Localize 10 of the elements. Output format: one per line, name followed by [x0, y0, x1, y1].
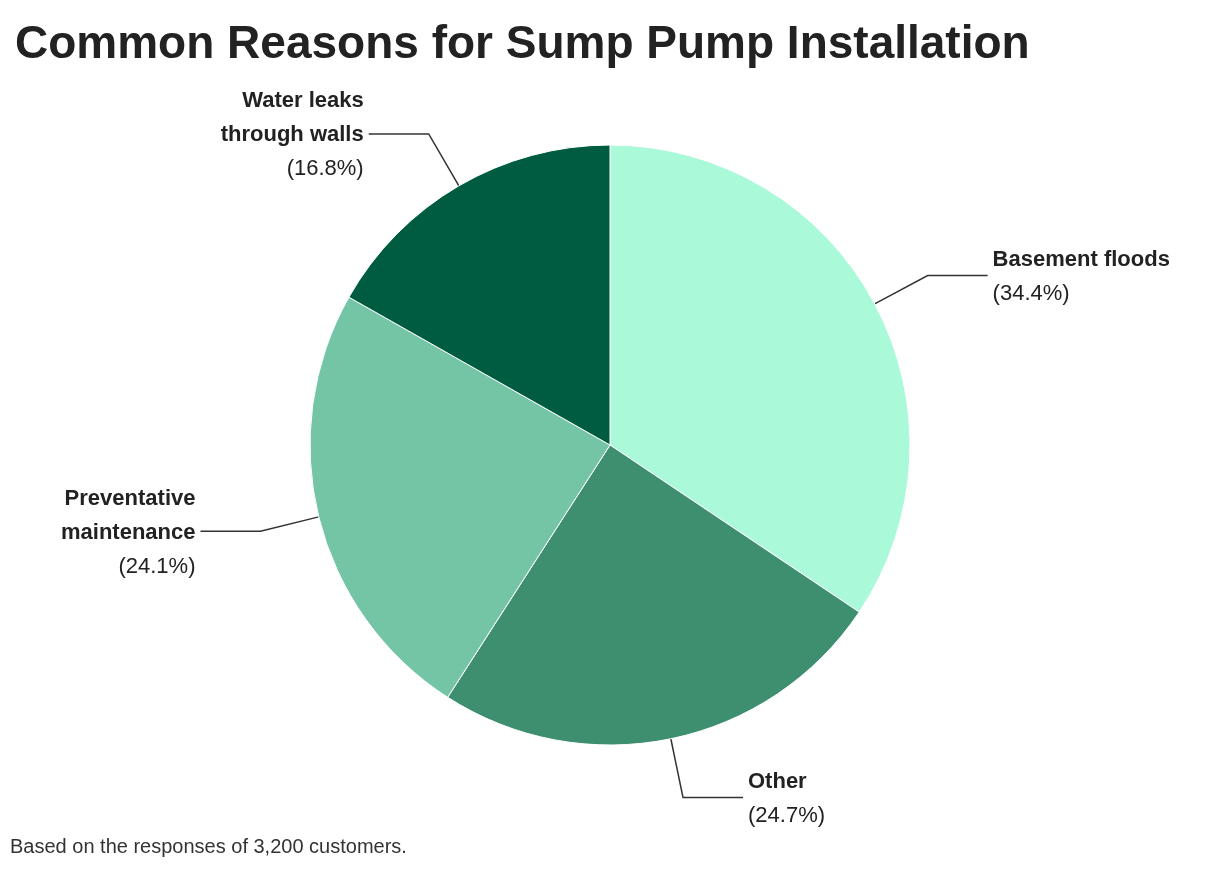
- data-label: (34.4%): [992, 280, 1070, 306]
- slice-label: Preventative maintenance: [60, 484, 196, 544]
- slice-label: Other: [748, 768, 808, 794]
- text: Based on the responses of 3,200 customers.: [10, 835, 407, 857]
- slice-label: Basement floods: [992, 246, 1170, 272]
- slice-label: Water leaks through walls: [220, 87, 364, 147]
- data-label: (24.7%): [748, 802, 826, 828]
- data-label: (16.8%): [286, 155, 364, 181]
- data-label: (24.1%): [118, 552, 196, 578]
- chart-title: Common Reasons for Sump Pump Installation: [15, 16, 1030, 68]
